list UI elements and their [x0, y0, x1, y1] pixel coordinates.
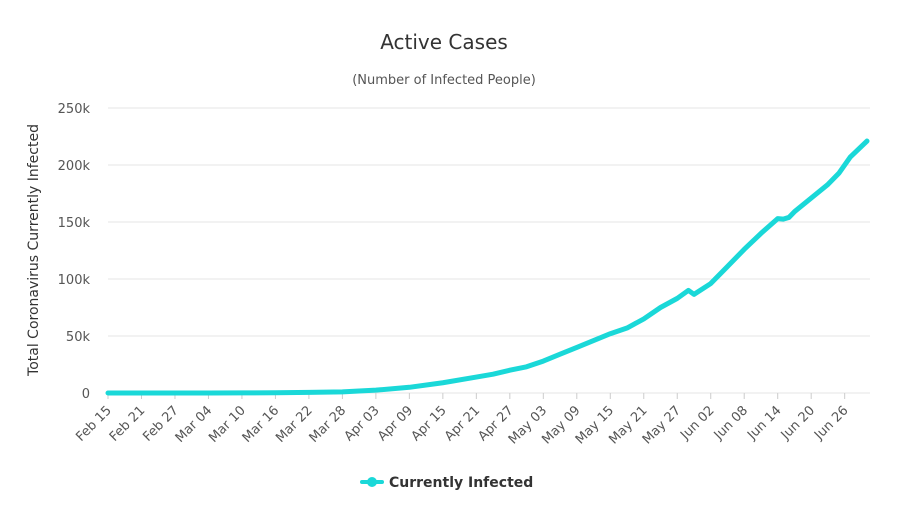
- x-tick-label: Mar 16: [240, 403, 283, 446]
- x-tick-label: Mar 22: [273, 403, 316, 446]
- x-tick-label: Mar 28: [307, 403, 350, 446]
- y-tick-label: 0: [82, 387, 90, 402]
- y-tick-label: 100k: [58, 273, 91, 288]
- y-tick-label: 200k: [58, 159, 91, 174]
- x-tick-label: Apr 09: [375, 403, 416, 444]
- legend-swatch-marker: [367, 477, 377, 487]
- x-tick-label: Apr 03: [342, 403, 383, 444]
- grid-lines: [108, 107, 870, 394]
- series-line-currently-infected[interactable]: [105, 138, 870, 396]
- chart-title: Active Cases: [380, 30, 508, 54]
- x-tick-label: Feb 15: [73, 403, 115, 445]
- x-tick-label: Jun 26: [811, 403, 851, 443]
- y-tick-label: 250k: [58, 102, 91, 117]
- y-axis-ticks: 0 50k 100k 150k 200k 250k: [58, 102, 91, 402]
- y-tick-label: 150k: [58, 216, 91, 231]
- y-tick-label: 50k: [66, 330, 91, 345]
- x-tick-label: Apr 21: [442, 403, 483, 444]
- series-layer: [105, 138, 870, 396]
- x-tick-label: Mar 10: [206, 403, 249, 446]
- x-tick-label: Jun 20: [778, 403, 818, 443]
- y-axis-title: Total Coronavirus Currently Infected: [26, 124, 42, 377]
- x-tick-label: Jun 14: [744, 403, 784, 443]
- legend-label: Currently Infected: [389, 475, 533, 491]
- legend[interactable]: Currently Infected: [360, 475, 533, 491]
- x-tick-label: Apr 15: [409, 403, 450, 444]
- x-tick-label: Jun 08: [711, 403, 751, 443]
- chart-subtitle: (Number of Infected People): [352, 73, 536, 88]
- x-tick-label: Mar 04: [173, 403, 216, 446]
- x-tick-label: Feb 21: [107, 403, 149, 445]
- x-tick-label: Jun 02: [677, 403, 717, 443]
